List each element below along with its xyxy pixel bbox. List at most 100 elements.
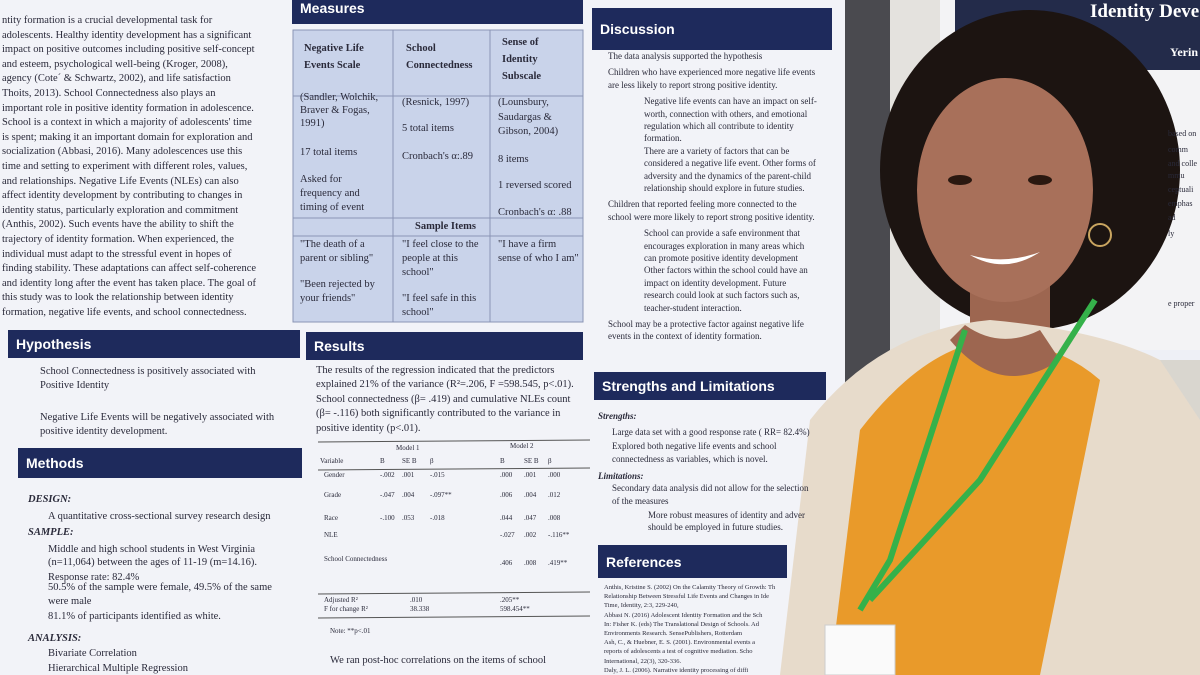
sample-item: parent or sibling" [300,253,374,264]
sample-item: "I have a firm [498,239,557,250]
strengths-line: Large data set with a good response rate… [612,427,810,437]
intro-line: ntity formation is a crucial development… [2,15,213,26]
discussion-line: The data analysis supported the hypothes… [608,51,763,61]
methods-line: Hierarchical Multiple Regression [48,663,188,674]
section-header [594,372,826,400]
hypothesis-item: positive identity development. [40,426,168,437]
column-head: SE B [524,457,539,465]
table-cell: .008 [524,559,537,567]
intro-line: individual must adapt to the stressful e… [2,248,232,260]
table-cell: .047 [524,514,537,522]
column-head: SE B [402,457,417,465]
reference-line: In: Fisher K. (eds) The Translational De… [604,620,759,628]
reference-line: International, 22(3), 320-336. [604,657,682,665]
table-cell: -.100 [380,514,395,522]
results-line: We ran post-hoc correlations on the item… [330,655,547,666]
table-cell: .010 [410,596,423,604]
cell: Braver & Fogas, [300,105,370,116]
methods-line: A quantitative cross-sectional survey re… [48,511,271,522]
table-cell: -.015 [430,471,445,479]
discussion-line: Children that reported feeling more conn… [608,199,797,210]
poster-title: Identity Deve [1090,1,1200,22]
cell: Asked for [300,174,342,185]
model-label: Model 2 [510,442,534,450]
sample-item: "Been rejected by [300,279,375,290]
shirt [830,340,1100,675]
strengths-line: of the measures [612,496,669,506]
section-title: References [606,553,682,570]
results-line: explained 21% of the variance (R²=.206, … [316,379,574,391]
section-header [18,448,302,478]
intro-line: and identity long after the event has ta… [2,277,257,289]
section-header [592,8,832,50]
sample-item: sense of who I am" [498,253,579,264]
discussion-line: relationship should explore in future st… [644,183,805,193]
section-header [292,0,583,24]
sample-item: "The death of a [300,239,365,250]
table-cell: Grade [324,491,342,499]
lanyard [857,298,1098,612]
table-cell: -.018 [430,514,445,522]
face [917,78,1093,302]
discussion-line: are less likely to report strong positiv… [608,79,778,90]
section-title: Results [314,338,365,354]
sample-item: your friends" [300,293,356,304]
discussion-line: school were more likely to report strong… [608,211,815,222]
section-title: Hypothesis [16,336,92,352]
table-cell: .001 [524,471,537,479]
methods-line: Response rate: 82.4% [48,572,140,583]
reference-line: Daly, J. L. (2006). Narrative identity p… [604,666,749,674]
poster-line: ceptuali [1168,185,1194,194]
sample-label: Sample Items [415,221,476,232]
table-cell: .004 [524,491,537,499]
discussion-line: considered a negative life event. Other … [644,158,816,169]
sample-item: school" [402,267,434,278]
strengths-line: Explored both negative life events and s… [612,441,777,451]
column-head: Negative Life [304,43,364,54]
intro-line: finding stability. These adaptations can… [2,263,257,275]
results-line: The results of the regression indicated … [316,365,555,376]
methods-line: (n=11,064) between the ages of 11-19 (m=… [48,557,258,568]
methods-line: Bivariate Correlation [48,648,137,659]
cell: Cronbach's α:.89 [402,151,473,162]
column-head: Identity [502,54,538,65]
column-head: β [430,457,434,465]
intro-line: Thoits, 2013). School Connectedness also… [2,88,216,99]
cell: Cronbach's α: .88 [498,207,572,218]
badge [824,624,896,675]
cell: 17 total items [300,147,358,158]
model-label: Model 1 [396,444,420,452]
cell: (Lounsbury, [498,97,549,108]
table-cell: Gender [324,471,345,479]
strengths-line: should be employed in future studies. [648,522,783,532]
methods-line: were male [48,596,92,607]
table-cell: 598.454** [500,605,530,613]
table-cell: Adjusted R² [324,596,358,604]
discussion-line: There are a variety of factors that can … [644,145,790,156]
poster-author: Yerin [1170,45,1198,59]
reference-line: Ash, C., & Huebner, E. S. (2001). Enviro… [604,639,756,647]
cell: (Resnick, 1997) [402,97,470,108]
table-cell: .419** [548,559,568,567]
sample-item: people at this [402,253,458,264]
intro-line: School is a context in which a majority … [2,117,252,129]
sample-item: "I feel close to the [402,239,479,250]
discussion-line: events in the context of identity format… [608,331,762,342]
cell: Saudargas & [498,112,552,123]
table-cell: .004 [402,491,415,499]
table-cell: .000 [548,471,561,479]
methods-line: 50.5% of the sample were female, 49.5% o… [48,582,272,593]
table-note: Note: **p<.01 [330,627,371,635]
poster-line: and colle [1168,159,1198,168]
table-cell: .406 [500,559,513,567]
intro-line: agency (Cote´ & Schwartz, 2002), and lif… [2,73,231,85]
table-cell: .000 [500,471,513,479]
intro-line: adolescents. Healthy identity developmen… [2,29,252,41]
table-cell: F for change R² [324,605,368,613]
hypothesis-item: Negative Life Events will be negatively … [40,412,275,423]
poster-line: mmu [1168,171,1185,180]
discussion-line: encourages exploration in many areas whi… [644,240,805,251]
reference-line: Time, Identity, 2:3, 229-240, [604,602,679,610]
reference-line: Abbasi N. (2016) Adolescent Identity For… [604,611,763,619]
